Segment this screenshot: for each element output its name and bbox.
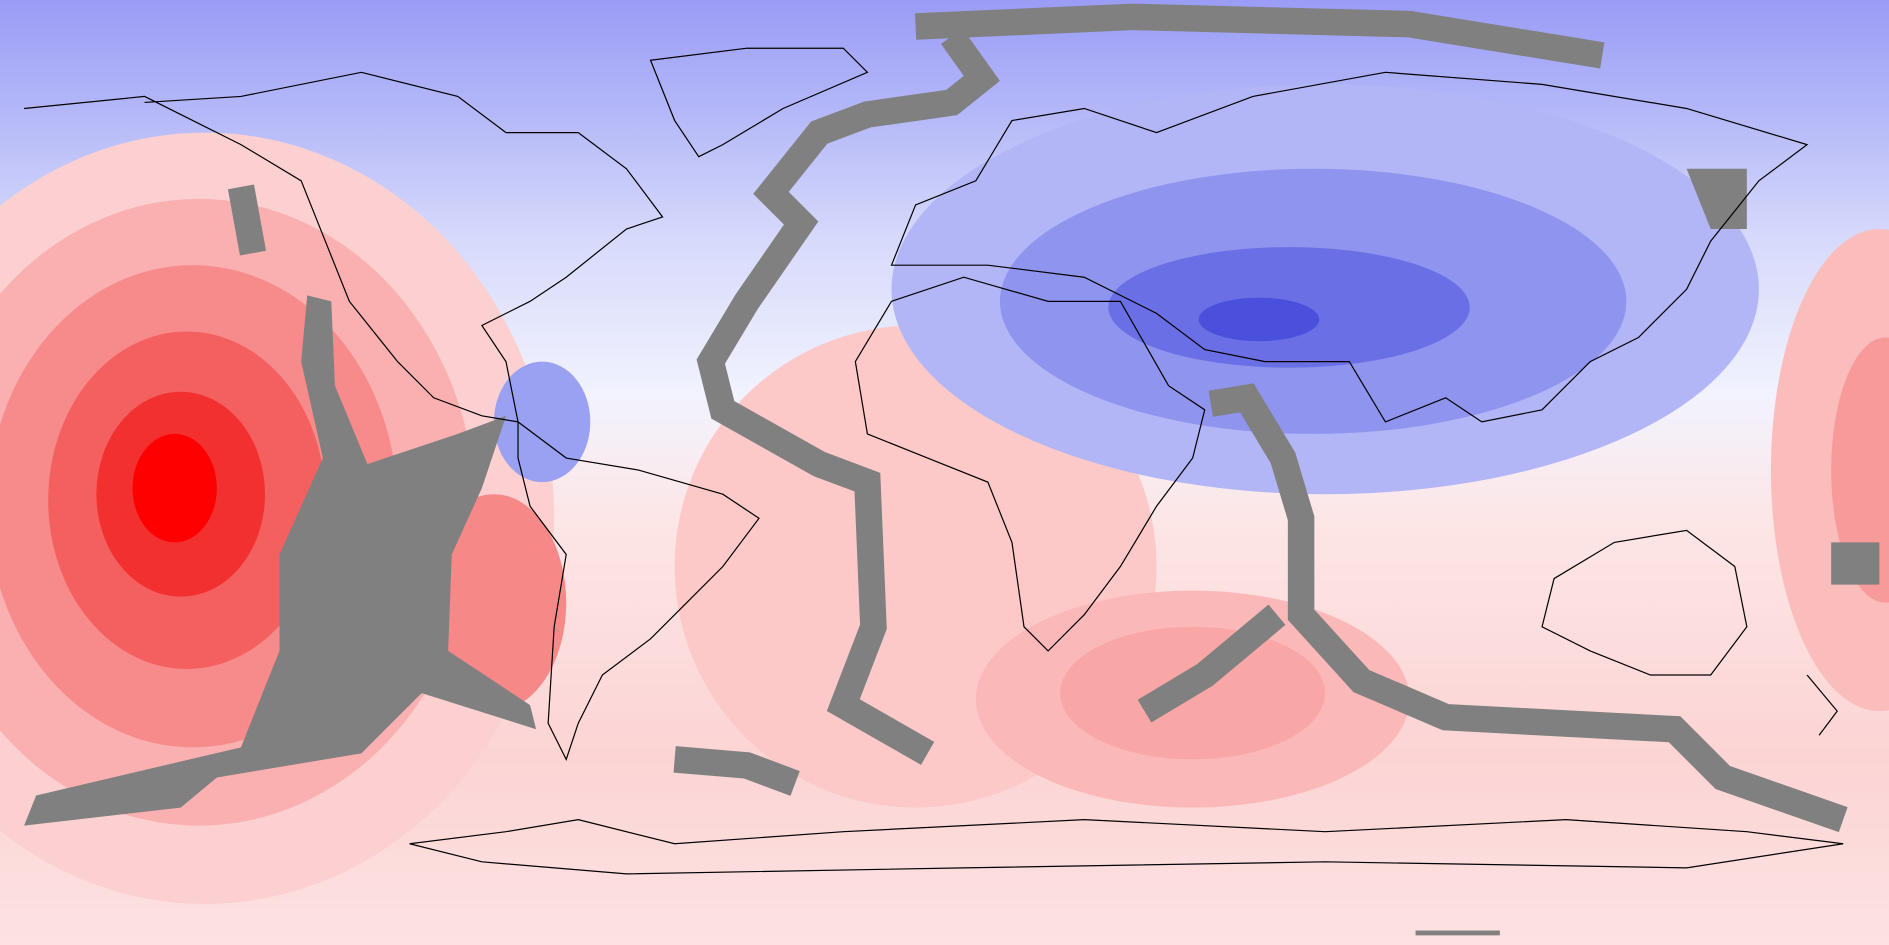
- masked-band: [696, 28, 1000, 765]
- warm-zone: [1770, 229, 1889, 712]
- coastline: [24, 71, 664, 423]
- coastline: [517, 420, 760, 761]
- warm-zone: [132, 433, 217, 543]
- masked-band: [1415, 930, 1500, 936]
- masked-band: [1137, 604, 1286, 723]
- coastline: [854, 276, 1206, 652]
- masked-region: [24, 295, 537, 826]
- masked-band: [1208, 383, 1848, 833]
- masked-band: [227, 184, 267, 256]
- coastline: [409, 819, 1844, 875]
- coastline: [649, 47, 869, 158]
- cold-zone: [493, 361, 591, 483]
- cold-zone: [1198, 297, 1320, 342]
- coastline: [890, 71, 1809, 423]
- masked-region: [1831, 542, 1880, 585]
- masked-band: [673, 746, 800, 796]
- coastline: [1541, 529, 1748, 676]
- masked-band: [914, 3, 1605, 69]
- warm-zone: [421, 494, 567, 712]
- coastline: [1806, 674, 1838, 736]
- warm-zone: [1831, 337, 1889, 603]
